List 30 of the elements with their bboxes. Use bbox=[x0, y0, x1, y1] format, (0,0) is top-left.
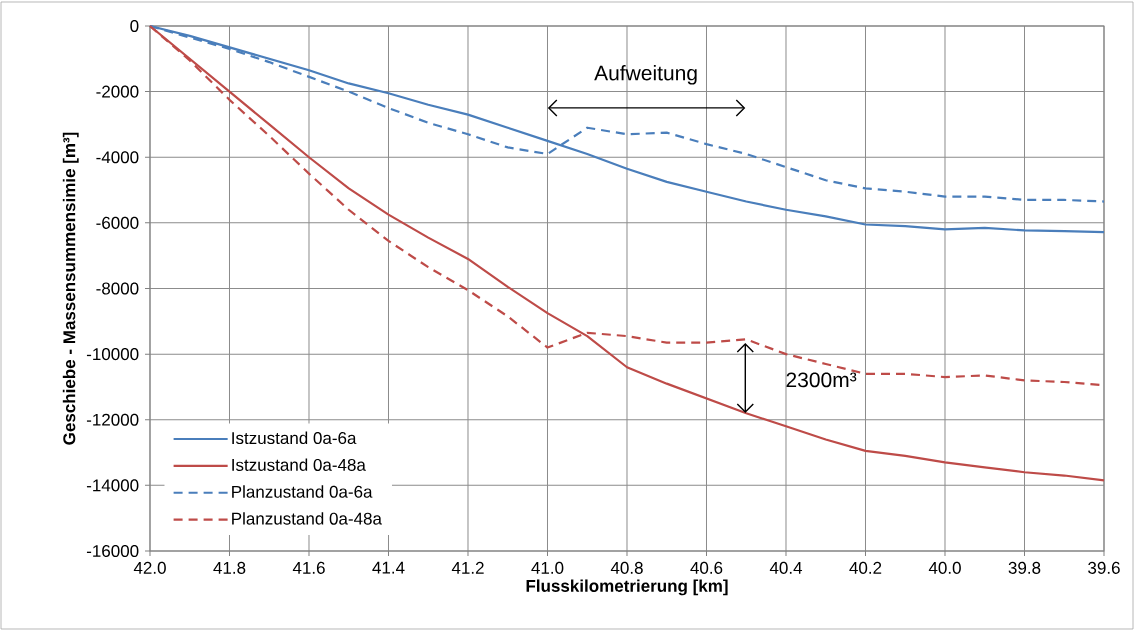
y-tick-label: -6000 bbox=[96, 216, 139, 229]
x-tick-label: 40.8 bbox=[610, 561, 643, 574]
x-axis-title: Flusskilometrierung [km] bbox=[526, 579, 728, 596]
y-tick-label: -16000 bbox=[86, 544, 139, 558]
y-tick-label: -14000 bbox=[86, 479, 139, 492]
x-tick-label: 39.6 bbox=[1088, 561, 1120, 574]
x-tick-label: 40.2 bbox=[849, 561, 882, 574]
annotation: Aufweitung bbox=[594, 65, 697, 85]
y-tick-label: -2000 bbox=[96, 85, 139, 98]
legend-label: Planzustand 0a-48a bbox=[232, 512, 382, 525]
y-tick-label: -10000 bbox=[86, 348, 139, 361]
y-axis-title: Geschiebe - Massensummensimie [m³] bbox=[62, 132, 79, 445]
legend-label: Istzustand 0a-6a bbox=[232, 431, 357, 445]
x-tick-label: 41.4 bbox=[372, 561, 405, 574]
x-tick-label: 40.4 bbox=[769, 561, 803, 574]
x-tick-label: 41.2 bbox=[451, 561, 484, 574]
y-tick-label: -8000 bbox=[96, 282, 139, 295]
legend-label: Planzustand 0a-6a bbox=[232, 485, 373, 498]
x-tick-label: 41.6 bbox=[292, 561, 325, 574]
y-tick-label: -12000 bbox=[86, 413, 139, 426]
x-tick-label: 42.0 bbox=[133, 561, 166, 574]
x-tick-label: 40.0 bbox=[928, 561, 961, 574]
y-tick-label: 0 bbox=[130, 19, 139, 33]
x-tick-label: 40.6 bbox=[690, 561, 723, 574]
annotation: 2300m³ bbox=[786, 372, 857, 388]
x-tick-label: 39.8 bbox=[1008, 561, 1041, 574]
x-tick-label: 41.0 bbox=[531, 561, 564, 574]
y-tick-label: -4000 bbox=[96, 151, 139, 164]
x-tick-label: 41.8 bbox=[213, 561, 246, 574]
legend-label: Istzustand 0a-48a bbox=[232, 458, 366, 471]
